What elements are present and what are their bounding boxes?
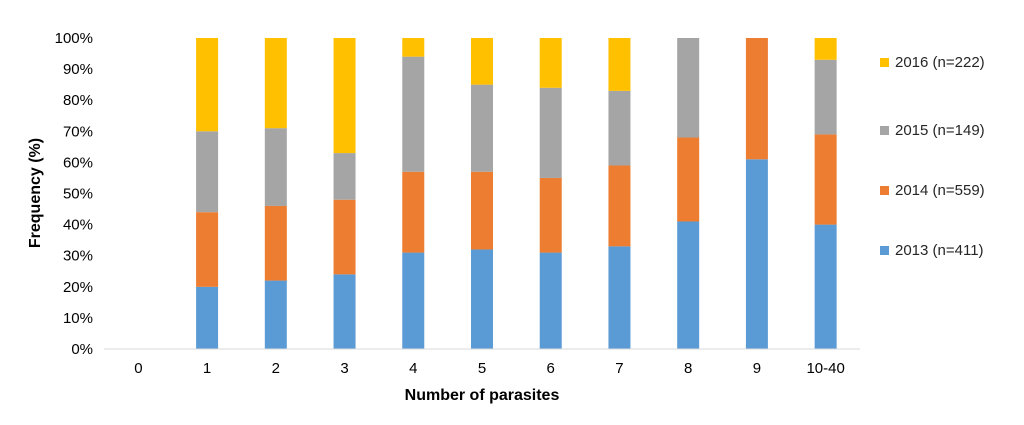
x-tick-label: 7 xyxy=(615,360,623,377)
x-tick-label: 2 xyxy=(272,360,280,377)
bar-segment xyxy=(196,212,219,287)
x-tick-label: 5 xyxy=(478,360,486,377)
y-tick-label: 20% xyxy=(63,279,93,296)
x-axis-ticks: 0 1 2 3 4 5 6 7 8 9 10-40 xyxy=(134,360,845,377)
bars xyxy=(196,38,837,349)
bar-segment xyxy=(745,38,768,160)
bar-segment xyxy=(333,153,356,200)
bar-segment xyxy=(608,38,631,91)
x-axis-title: Number of parasites xyxy=(405,387,560,404)
legend-item: 2015 (n=149) xyxy=(880,120,985,140)
legend-label: 2016 (n=222) xyxy=(895,53,985,71)
bar-segment xyxy=(814,134,837,225)
y-tick-label: 60% xyxy=(63,154,93,171)
bar-segment xyxy=(539,252,562,349)
y-tick-label: 70% xyxy=(63,123,93,140)
x-tick-label: 10-40 xyxy=(806,360,844,377)
legend-item: 2013 (n=411) xyxy=(880,240,984,260)
bar-segment xyxy=(402,252,425,349)
bar-segment xyxy=(402,171,425,253)
legend-swatch xyxy=(880,185,889,195)
bar-segment xyxy=(539,177,562,253)
bar-segment xyxy=(264,38,287,129)
bar-segment xyxy=(677,38,700,138)
y-tick-label: 40% xyxy=(63,217,93,234)
x-tick-label: 9 xyxy=(753,360,761,377)
legend-swatch xyxy=(880,245,889,255)
y-tick-label: 0% xyxy=(71,341,93,358)
legend-item: 2016 (n=222) xyxy=(880,52,985,72)
bar-segment xyxy=(814,59,837,135)
bar-segment xyxy=(333,199,356,275)
legend-swatch xyxy=(880,57,889,67)
y-tick-label: 100% xyxy=(55,30,93,47)
bar-segment xyxy=(814,224,837,349)
bar-segment xyxy=(402,38,425,57)
bar-segment xyxy=(333,274,356,349)
y-tick-label: 30% xyxy=(63,248,93,265)
bar-segment xyxy=(196,286,219,349)
y-axis-title: Frequency (%) xyxy=(27,138,44,248)
bar-segment xyxy=(814,38,837,60)
bar-segment xyxy=(471,84,493,172)
bar-segment xyxy=(264,205,287,281)
bar-segment xyxy=(196,38,219,132)
x-tick-label: 0 xyxy=(134,360,142,377)
legend-label: 2013 (n=411) xyxy=(895,241,984,259)
bar-segment xyxy=(471,38,493,85)
bar-segment xyxy=(264,280,287,349)
bar-segment xyxy=(539,87,562,178)
x-tick-label: 4 xyxy=(409,360,417,377)
legend-item: 2014 (n=559) xyxy=(880,180,985,200)
x-tick-label: 8 xyxy=(684,360,692,377)
bar-segment xyxy=(471,249,493,349)
y-tick-label: 10% xyxy=(63,310,93,327)
bar-segment xyxy=(196,131,219,213)
bar-segment xyxy=(471,171,493,250)
bar-segment xyxy=(402,56,425,172)
bar-segment xyxy=(608,165,631,247)
x-tick-label: 1 xyxy=(203,360,211,377)
bar-segment xyxy=(264,128,287,206)
y-tick-label: 90% xyxy=(63,61,93,78)
y-tick-label: 50% xyxy=(63,186,93,203)
bar-segment xyxy=(333,38,356,154)
y-axis-ticks: 0% 10% 20% 30% 40% 50% 60% 70% 80% 90% 100% xyxy=(55,30,93,358)
bar-segment xyxy=(608,90,631,166)
bar-segment xyxy=(539,38,562,88)
x-tick-label: 6 xyxy=(547,360,555,377)
legend-label: 2015 (n=149) xyxy=(895,121,985,139)
bar-segment xyxy=(608,246,631,349)
legend-label: 2014 (n=559) xyxy=(895,181,985,199)
bar-segment xyxy=(745,159,768,349)
legend-swatch xyxy=(880,125,889,135)
y-tick-label: 80% xyxy=(63,92,93,109)
bar-segment xyxy=(677,137,700,222)
bar-segment xyxy=(677,221,700,349)
x-tick-label: 3 xyxy=(340,360,348,377)
